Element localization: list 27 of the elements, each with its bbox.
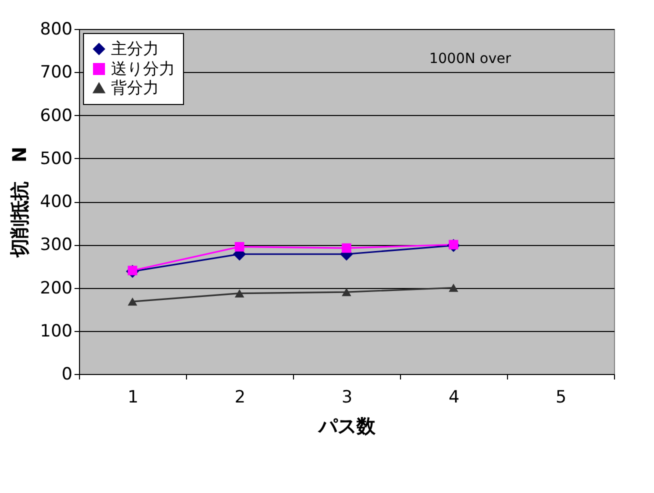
x-axis-title: パス数 xyxy=(318,416,376,438)
y-tick-label: 800 xyxy=(40,20,72,40)
y-tick-label: 100 xyxy=(40,321,72,342)
y-tick-label: 400 xyxy=(40,192,72,212)
point xyxy=(342,288,352,296)
legend-label: 送り分力 xyxy=(111,59,175,78)
y-tick-label: 500 xyxy=(40,148,72,169)
y-tick-label: 700 xyxy=(40,62,72,83)
y-tick-label: 200 xyxy=(40,278,72,298)
y-tick-label: 600 xyxy=(40,106,72,126)
point xyxy=(128,297,138,306)
point xyxy=(448,284,458,292)
x-tick-label: 2 xyxy=(234,388,246,408)
x-tick-label: 4 xyxy=(448,388,460,408)
legend-label: 背分力 xyxy=(111,78,159,97)
x-tick-label: 1 xyxy=(128,388,138,408)
point xyxy=(448,240,458,250)
y-tick-label: 300 xyxy=(40,235,72,256)
point xyxy=(342,243,352,253)
point xyxy=(234,242,244,252)
x-tick-label: 5 xyxy=(556,388,566,408)
point xyxy=(234,289,244,298)
x-tick-label: 3 xyxy=(342,388,352,408)
y-axis-title: 切削抵抗 N xyxy=(9,146,32,258)
legend-label: 主分力 xyxy=(111,39,159,58)
annotation: 1000N over xyxy=(429,51,512,67)
y-tick-label: 0 xyxy=(62,364,72,384)
